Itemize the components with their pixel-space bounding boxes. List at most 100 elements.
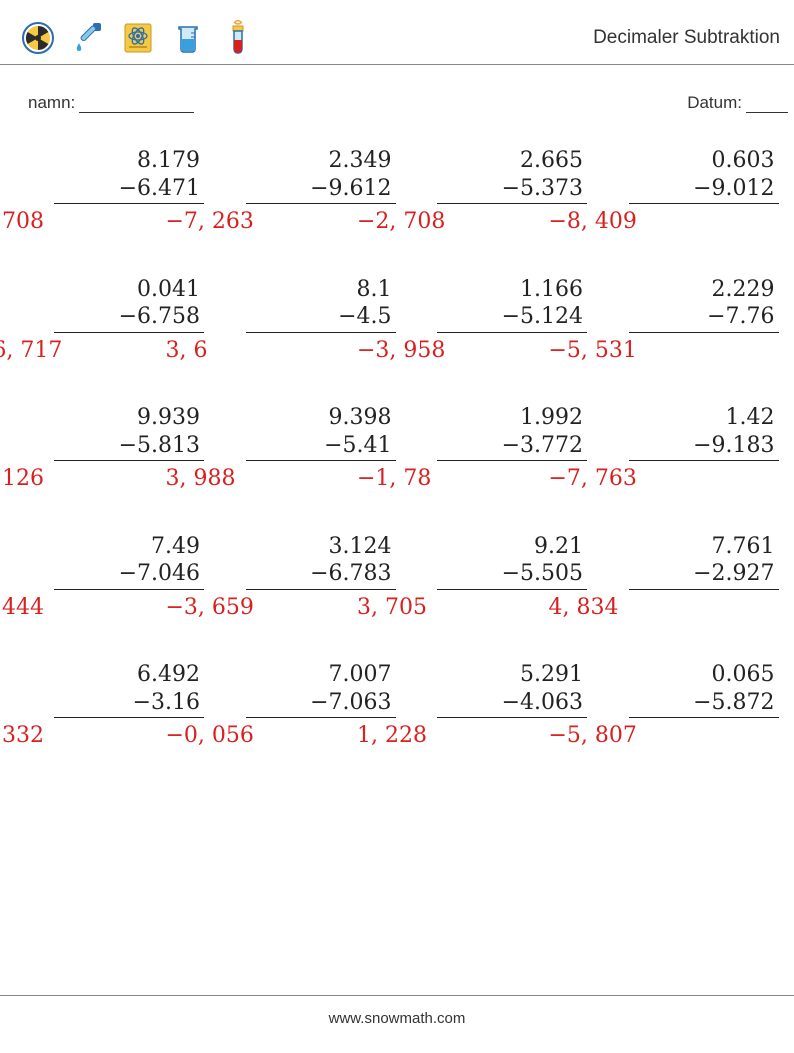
- name-field: namn:: [28, 93, 194, 113]
- answer: 3, 332: [0, 722, 164, 750]
- minuend: 1.42: [629, 404, 779, 432]
- minuend: 9.398: [246, 404, 396, 432]
- subtrahend: −5.373: [437, 175, 587, 203]
- answer: −0, 056: [166, 722, 356, 750]
- answer: 3, 6: [166, 337, 356, 365]
- problem-cell: 0.065−5.872−5, 807: [589, 661, 779, 750]
- radiation-icon: [20, 20, 56, 56]
- subtrahend: −5.41: [246, 432, 396, 460]
- date-field: Datum:: [687, 93, 788, 113]
- subtrahend: −5.872: [629, 689, 779, 717]
- rule-line: [54, 460, 204, 461]
- rule-line: [246, 589, 396, 590]
- subtrahend: −9.012: [629, 175, 779, 203]
- answer: −8, 409: [549, 208, 739, 236]
- date-blank: [746, 95, 788, 113]
- subtrahend: −4.063: [437, 689, 587, 717]
- subtraction-problem: 2.229−7.76−5, 531: [589, 276, 779, 365]
- subtraction-problem: 0.603−9.012−8, 409: [589, 147, 779, 236]
- date-label: Datum:: [687, 93, 742, 113]
- subtrahend: −9.183: [629, 432, 779, 460]
- rule-line: [54, 203, 204, 204]
- name-label: namn:: [28, 93, 75, 113]
- minuend: 1.992: [437, 404, 587, 432]
- subtrahend: −9.612: [246, 175, 396, 203]
- answer: −7, 763: [549, 465, 739, 493]
- rule-line: [54, 589, 204, 590]
- answer: −7, 263: [166, 208, 356, 236]
- minuend: 7.007: [246, 661, 396, 689]
- worksheet-title: Decimaler Subtraktion: [593, 27, 786, 49]
- answer: 3, 988: [166, 465, 356, 493]
- rule-line: [629, 460, 779, 461]
- subtraction-problem: 0.065−5.872−5, 807: [589, 661, 779, 750]
- answer: −6, 717: [0, 337, 164, 365]
- atom-card-icon: [120, 20, 156, 56]
- subtrahend: −7.76: [629, 303, 779, 331]
- minuend: 8.179: [54, 147, 204, 175]
- subtrahend: −5.505: [437, 560, 587, 588]
- minuend: 0.041: [54, 276, 204, 304]
- subtrahend: −5.813: [54, 432, 204, 460]
- minuend: 9.939: [54, 404, 204, 432]
- rule-line: [629, 332, 779, 333]
- answer: 0, 444: [0, 594, 164, 622]
- icon-row: [20, 20, 256, 56]
- minuend: 0.065: [629, 661, 779, 689]
- answer: 4, 126: [0, 465, 164, 493]
- answer: −5, 807: [549, 722, 739, 750]
- rule-line: [629, 203, 779, 204]
- footer-text: www.snowmath.com: [329, 1010, 466, 1027]
- subtrahend: −3.16: [54, 689, 204, 717]
- answer: −5, 531: [549, 337, 739, 365]
- meta-row: namn: Datum:: [0, 93, 794, 113]
- subtrahend: −6.783: [246, 560, 396, 588]
- name-blank: [79, 95, 194, 113]
- test-tube-icon: [220, 20, 256, 56]
- rule-line: [246, 460, 396, 461]
- minuend: 2.665: [437, 147, 587, 175]
- rule-line: [246, 717, 396, 718]
- subtrahend: −7.046: [54, 560, 204, 588]
- answer: −3, 958: [357, 337, 547, 365]
- minuend: 5.291: [437, 661, 587, 689]
- problem-cell: 7.761−2.9274, 834: [589, 533, 779, 622]
- subtrahend: −5.124: [437, 303, 587, 331]
- subtrahend: −4.5: [246, 303, 396, 331]
- rule-line: [437, 332, 587, 333]
- beaker-icon: [170, 20, 206, 56]
- subtrahend: −6.471: [54, 175, 204, 203]
- answer: −3, 659: [166, 594, 356, 622]
- rule-line: [437, 717, 587, 718]
- subtraction-problem: 1.42−9.183−7, 763: [589, 404, 779, 493]
- answer: 1, 708: [0, 208, 164, 236]
- subtrahend: −2.927: [629, 560, 779, 588]
- rule-line: [54, 717, 204, 718]
- minuend: 6.492: [54, 661, 204, 689]
- rule-line: [246, 332, 396, 333]
- subtrahend: −6.758: [54, 303, 204, 331]
- answer: 1, 228: [357, 722, 547, 750]
- subtraction-problem: 7.761−2.9274, 834: [589, 533, 779, 622]
- minuend: 9.21: [437, 533, 587, 561]
- footer: www.snowmath.com: [0, 995, 794, 1027]
- header-bar: Decimaler Subtraktion: [0, 20, 794, 65]
- problem-cell: 0.603−9.012−8, 409: [589, 147, 779, 236]
- rule-line: [437, 589, 587, 590]
- problem-grid: 8.179−6.471 1, 708 2.349−9.612 −7, 263 2.665…: [0, 147, 794, 750]
- minuend: 2.349: [246, 147, 396, 175]
- rule-line: [54, 332, 204, 333]
- subtrahend: −7.063: [246, 689, 396, 717]
- rule-line: [629, 589, 779, 590]
- minuend: 8.1: [246, 276, 396, 304]
- rule-line: [629, 717, 779, 718]
- rule-line: [246, 203, 396, 204]
- answer: 3, 705: [357, 594, 547, 622]
- subtrahend: −3.772: [437, 432, 587, 460]
- minuend: 1.166: [437, 276, 587, 304]
- minuend: 7.761: [629, 533, 779, 561]
- problem-cell: 1.42−9.183−7, 763: [589, 404, 779, 493]
- minuend: 0.603: [629, 147, 779, 175]
- minuend: 3.124: [246, 533, 396, 561]
- answer: −2, 708: [357, 208, 547, 236]
